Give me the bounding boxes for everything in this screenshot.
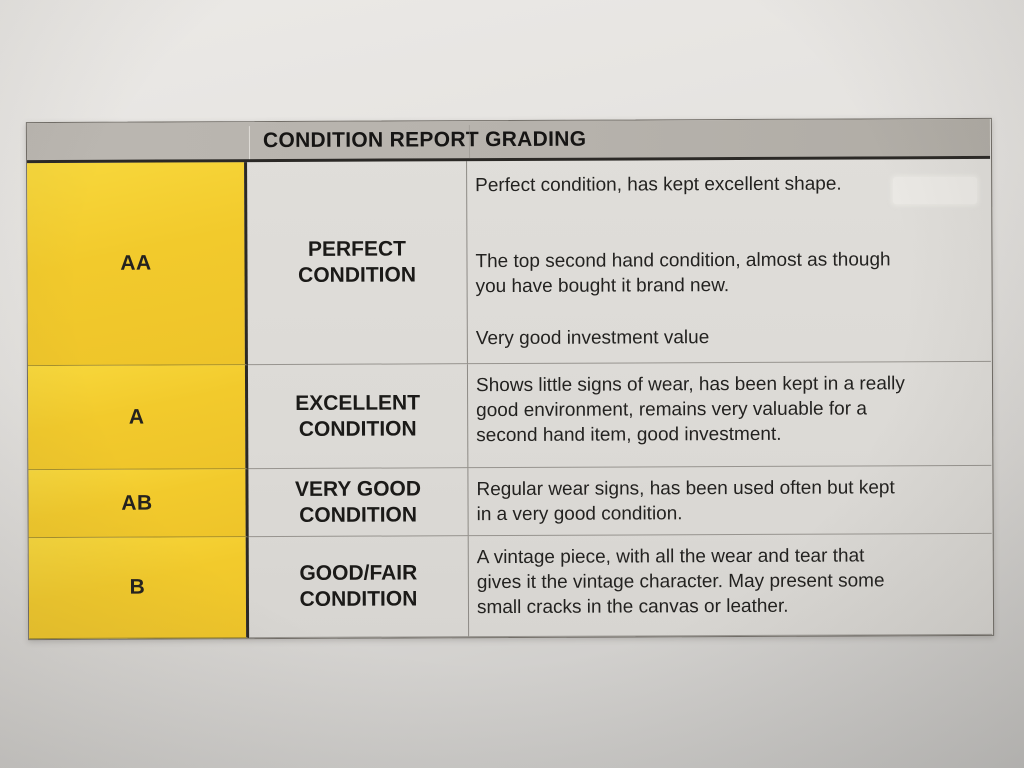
grade-cell-a: A bbox=[27, 365, 249, 471]
header-column-divider bbox=[248, 126, 251, 160]
label-cell-a: EXCELLENT CONDITION bbox=[247, 364, 469, 470]
table-title: CONDITION REPORT GRADING bbox=[262, 127, 587, 152]
description-cell-ab: Regular wear signs, has been used often … bbox=[468, 465, 992, 537]
grade-cell-ab: AB bbox=[28, 469, 249, 539]
condition-label: GOOD/FAIR CONDITION bbox=[299, 561, 418, 611]
header-column-divider bbox=[468, 125, 471, 159]
condition-grading-table: CONDITION REPORT GRADING AA PERFECT COND… bbox=[25, 117, 995, 641]
grade-cell-b: B bbox=[28, 537, 250, 640]
label-cell-b: GOOD/FAIR CONDITION bbox=[248, 536, 470, 639]
condition-label: EXCELLENT CONDITION bbox=[295, 390, 421, 441]
description-paragraph: A vintage piece, with all the wear and t… bbox=[476, 545, 885, 619]
condition-label: VERY GOOD CONDITION bbox=[294, 476, 422, 527]
label-cell-ab: VERY GOOD CONDITION bbox=[248, 468, 469, 538]
description-paragraph: The top second hand condition, almost as… bbox=[475, 249, 891, 298]
description-cell-b: A vintage piece, with all the wear and t… bbox=[468, 533, 993, 638]
condition-label: PERFECT CONDITION bbox=[298, 237, 417, 287]
grade-cell-aa: AA bbox=[27, 162, 248, 367]
label-cell-aa: PERFECT CONDITION bbox=[247, 161, 468, 366]
correction-fluid-mark bbox=[893, 177, 977, 204]
description-paragraph: Shows little signs of wear, has been kep… bbox=[475, 373, 905, 447]
description-paragraph: Very good investment value bbox=[475, 327, 710, 350]
description-cell-a: Shows little signs of wear, has been kep… bbox=[467, 361, 992, 469]
table-header: CONDITION REPORT GRADING bbox=[26, 118, 991, 164]
description-paragraph: Regular wear signs, has been used often … bbox=[476, 477, 895, 526]
